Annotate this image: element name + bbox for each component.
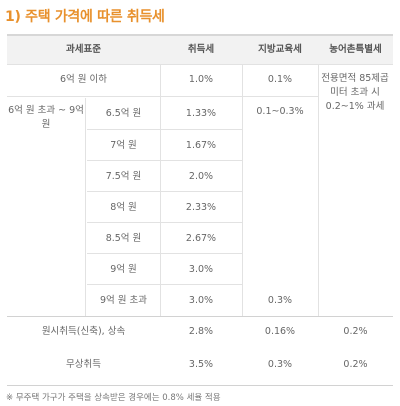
education-tax-value: 0.3% (267, 359, 293, 371)
education-tax-value: 0.16% (264, 326, 296, 338)
mid-group-label: 6억 원 초과 ~ 9억 원 (8, 105, 84, 130)
mid-group-education-tax: 0.1~0.3% (256, 106, 304, 118)
tax-base-label: 7억 원 (110, 139, 137, 151)
acquisition-tax-value: 1.33% (185, 107, 217, 119)
tax-base-label: 7.5억 원 (105, 170, 142, 182)
tax-base-label: 8억 원 (110, 201, 137, 213)
rural-tax-note: 전용면적 85제곱미터 초과 시 0.2~1% 과세 (321, 73, 389, 112)
rural-tax-value: 0.2% (343, 359, 368, 371)
rural-tax-value: 0.2% (343, 326, 368, 338)
acquisition-tax-value: 2.8% (188, 326, 214, 338)
table-row-under-6: 6억 원 이하 1.0% 0.1% (7, 64, 318, 96)
acquisition-tax-value: 2.67% (185, 232, 217, 244)
tax-base-label: 6억 원 이하 (59, 74, 108, 86)
tax-base-label: 6.5억 원 (105, 107, 142, 119)
tax-base-label: 8.5억 원 (105, 232, 142, 244)
tax-base-label: 무상취득 (66, 359, 101, 371)
acquisition-tax-value: 1.0% (188, 74, 214, 86)
header-local-education-tax: 지방교육세 (258, 44, 302, 56)
table-header-row: 과세표준 취득세 지방교육세 농어촌특별세 (7, 34, 393, 65)
section-title: 1) 주택 가격에 따른 취득세 (5, 9, 165, 25)
acquisition-tax-value: 2.0% (188, 170, 214, 182)
acquisition-tax-value: 1.67% (185, 139, 217, 151)
education-tax-value: 0.3% (267, 294, 293, 306)
header-rural-special-tax: 농어촌특별세 (329, 44, 382, 56)
footnote: ※ 무주택 가구가 주택을 상속받은 경우에는 0.8% 세율 적용 (6, 393, 221, 403)
header-tax-base: 과세표준 (66, 44, 101, 56)
acquisition-tax-value: 2.33% (185, 201, 217, 213)
acquisition-tax-value: 3.5% (188, 359, 214, 371)
education-tax-value: 0.1% (267, 74, 293, 86)
tax-base-label: 9억 원 (110, 263, 137, 275)
tax-base-label: 원시취득(신축), 상속 (41, 326, 126, 338)
tax-base-label: 9억 원 초과 (99, 294, 148, 306)
acquisition-tax-table: 과세표준 취득세 지방교육세 농어촌특별세 6억 원 이하 1.0% 0.1% … (7, 34, 393, 386)
header-acquisition-tax: 취득세 (187, 44, 215, 56)
acquisition-tax-value: 3.0% (188, 294, 214, 306)
acquisition-tax-value: 3.0% (188, 263, 214, 275)
